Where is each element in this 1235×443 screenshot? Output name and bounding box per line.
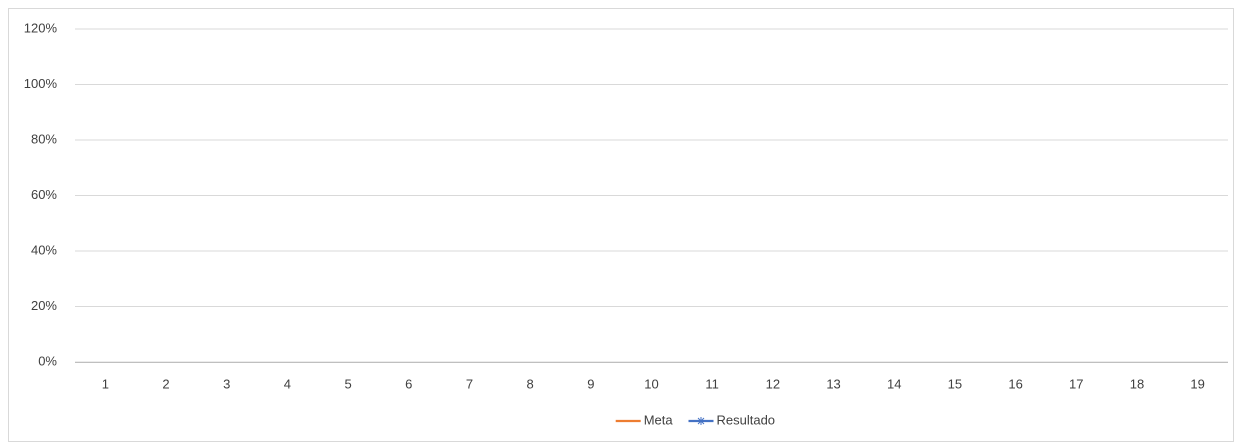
x-tick-label: 8 (527, 376, 534, 391)
marker-stroke (697, 417, 705, 425)
y-tick-label: 120% (24, 20, 58, 35)
y-tick-label: 20% (31, 298, 57, 313)
legend-marker (697, 417, 705, 425)
x-tick-label: 9 (587, 376, 594, 391)
x-tick-label: 11 (705, 376, 719, 391)
y-tick-label: 80% (31, 131, 57, 146)
legend-label: Meta (644, 412, 674, 427)
y-tick-label: 60% (31, 187, 57, 202)
x-tick-label: 19 (1190, 376, 1204, 391)
x-tick-label: 14 (887, 376, 901, 391)
x-tick-label: 6 (405, 376, 412, 391)
x-tick-label: 16 (1008, 376, 1022, 391)
x-tick-label: 2 (162, 376, 169, 391)
x-tick-label: 10 (644, 376, 658, 391)
x-tick-label: 1 (102, 376, 109, 391)
y-tick-label: 100% (24, 76, 58, 91)
x-tick-label: 3 (223, 376, 230, 391)
chart-border (8, 8, 1234, 442)
x-tick-label: 17 (1069, 376, 1083, 391)
x-tick-label: 12 (766, 376, 780, 391)
y-tick-label: 40% (31, 242, 57, 257)
x-tick-label: 5 (344, 376, 351, 391)
x-tick-label: 7 (466, 376, 473, 391)
legend-label: Resultado (717, 412, 776, 427)
y-tick-label: 0% (38, 353, 57, 368)
x-tick-label: 13 (826, 376, 840, 391)
x-tick-label: 18 (1130, 376, 1144, 391)
x-tick-label: 4 (284, 376, 291, 391)
x-tick-label: 15 (948, 376, 962, 391)
